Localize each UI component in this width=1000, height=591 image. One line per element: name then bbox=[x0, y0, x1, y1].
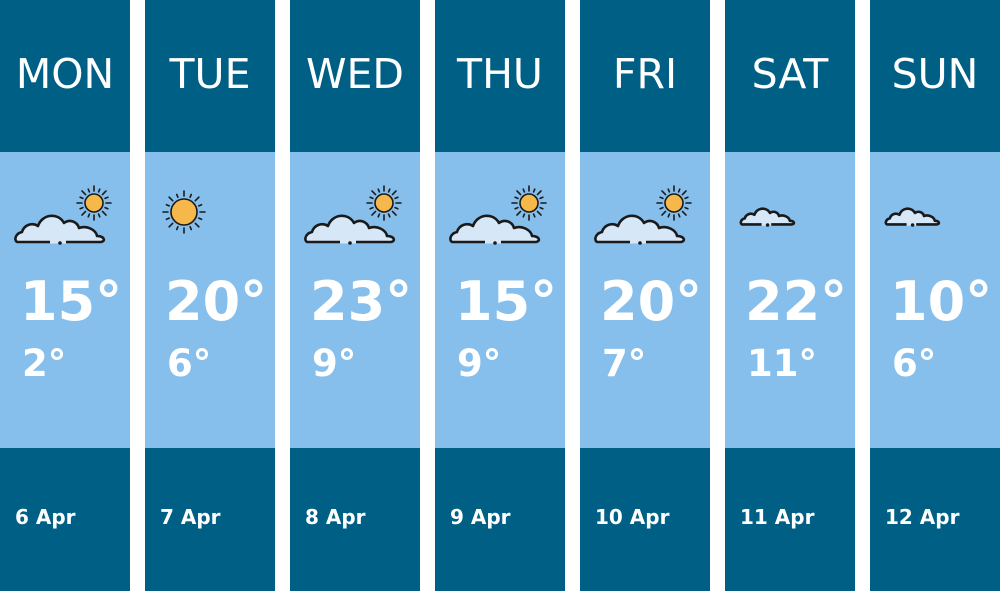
partly-cloudy-icon bbox=[449, 185, 547, 245]
day-name: THU bbox=[457, 50, 543, 98]
date-label: 8 Apr bbox=[305, 505, 366, 529]
low-temperature: 6° bbox=[892, 342, 937, 385]
sun-icon bbox=[162, 190, 206, 234]
day-name: WED bbox=[305, 50, 404, 98]
date-footer: 12 Apr bbox=[870, 448, 1000, 591]
cloud-icon bbox=[739, 207, 796, 227]
date-footer: 6 Apr bbox=[0, 448, 130, 591]
forecast-panel: 22° 11° bbox=[725, 152, 855, 448]
low-temperature: 7° bbox=[602, 342, 647, 385]
high-temperature: 15° bbox=[20, 270, 123, 333]
date-label: 7 Apr bbox=[160, 505, 221, 529]
partly-cloudy-icon bbox=[304, 185, 402, 245]
partly-cloudy-icon bbox=[14, 185, 112, 245]
forecast-panel: 15° 9° bbox=[435, 152, 565, 448]
date-label: 11 Apr bbox=[740, 505, 815, 529]
high-temperature: 20° bbox=[600, 270, 703, 333]
day-column-tue: TUE 20° 6° 7 Apr bbox=[145, 0, 275, 591]
date-label: 12 Apr bbox=[885, 505, 960, 529]
day-column-fri: FRI 20° 7° 10 Apr bbox=[580, 0, 710, 591]
date-label: 6 Apr bbox=[15, 505, 76, 529]
day-header: SUN bbox=[870, 0, 1000, 152]
forecast-panel: 15° 2° bbox=[0, 152, 130, 448]
high-temperature: 20° bbox=[165, 270, 268, 333]
date-footer: 8 Apr bbox=[290, 448, 420, 591]
high-temperature: 10° bbox=[890, 270, 993, 333]
date-footer: 7 Apr bbox=[145, 448, 275, 591]
day-header: SAT bbox=[725, 0, 855, 152]
low-temperature: 2° bbox=[22, 342, 67, 385]
day-column-sat: SAT 22° 11° 11 Apr bbox=[725, 0, 855, 591]
forecast-panel: 20° 6° bbox=[145, 152, 275, 448]
low-temperature: 11° bbox=[747, 342, 817, 385]
day-name: SAT bbox=[751, 50, 829, 98]
date-footer: 9 Apr bbox=[435, 448, 565, 591]
forecast-panel: 20° 7° bbox=[580, 152, 710, 448]
forecast-panel: 23° 9° bbox=[290, 152, 420, 448]
cloud-icon bbox=[884, 207, 941, 227]
day-header: TUE bbox=[145, 0, 275, 152]
date-footer: 11 Apr bbox=[725, 448, 855, 591]
forecast-panel: 10° 6° bbox=[870, 152, 1000, 448]
day-header: MON bbox=[0, 0, 130, 152]
high-temperature: 22° bbox=[745, 270, 848, 333]
low-temperature: 9° bbox=[457, 342, 502, 385]
day-name: TUE bbox=[169, 50, 251, 98]
day-column-thu: THU 15° 9° 9 Apr bbox=[435, 0, 565, 591]
day-name: FRI bbox=[612, 50, 678, 98]
date-label: 10 Apr bbox=[595, 505, 670, 529]
day-header: FRI bbox=[580, 0, 710, 152]
day-column-mon: MON 15° 2° 6 Apr bbox=[0, 0, 130, 591]
partly-cloudy-icon bbox=[594, 185, 692, 245]
low-temperature: 9° bbox=[312, 342, 357, 385]
day-name: SUN bbox=[891, 50, 979, 98]
day-header: THU bbox=[435, 0, 565, 152]
date-label: 9 Apr bbox=[450, 505, 511, 529]
high-temperature: 23° bbox=[310, 270, 413, 333]
day-column-wed: WED 23° 9° 8 Apr bbox=[290, 0, 420, 591]
low-temperature: 6° bbox=[167, 342, 212, 385]
day-header: WED bbox=[290, 0, 420, 152]
day-name: MON bbox=[15, 50, 115, 98]
high-temperature: 15° bbox=[455, 270, 558, 333]
day-column-sun: SUN 10° 6° 12 Apr bbox=[870, 0, 1000, 591]
date-footer: 10 Apr bbox=[580, 448, 710, 591]
